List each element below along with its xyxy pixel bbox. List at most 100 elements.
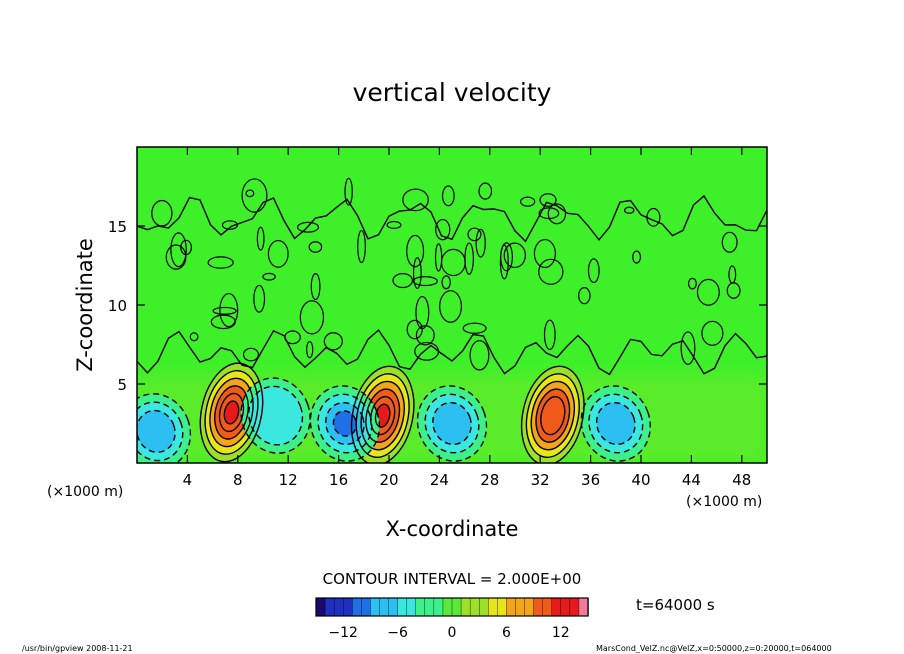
colorbar-cell	[370, 597, 381, 617]
updraft-contour	[209, 377, 254, 448]
updraft-contour	[520, 365, 585, 463]
turbulent-contour	[415, 295, 430, 330]
footer-program: /usr/bin/gpview 2008-11-21	[22, 644, 133, 653]
downdraft-contour	[588, 393, 644, 454]
updraft-contour	[204, 370, 259, 455]
colorbar-cell	[406, 597, 417, 617]
turbulent-contour	[462, 322, 487, 334]
turbulent-contour	[680, 331, 696, 366]
turbulent-contour	[253, 284, 266, 313]
turbulent-contour	[632, 250, 642, 264]
colorbar-cell	[533, 597, 544, 617]
colorbar-cell	[424, 597, 435, 617]
turbulent-contour	[439, 290, 463, 323]
contour-band-upper	[137, 194, 767, 243]
colorbar-cell	[551, 597, 562, 617]
colorbar-tick-label: 12	[552, 625, 570, 641]
x-tick-label: 36	[581, 471, 600, 489]
downdraft-contour	[332, 410, 358, 437]
updraft-fill	[540, 396, 565, 435]
updraft-contour	[365, 388, 401, 443]
downdraft-fill	[333, 410, 357, 437]
turbulent-contour	[475, 228, 486, 258]
colorbar-cell	[479, 597, 489, 617]
x-tick-label: 48	[732, 471, 751, 489]
y-axis-label: Z-coordinate	[73, 238, 97, 372]
updraft-contour	[535, 388, 571, 443]
turbulent-contour	[412, 257, 422, 289]
turbulent-contour	[256, 226, 265, 251]
turbulent-contour	[623, 206, 635, 214]
colorbar-cell	[343, 597, 353, 617]
colorbar-cell	[497, 597, 508, 617]
colorbar-cell	[515, 597, 526, 617]
updraft-contour	[360, 380, 405, 451]
updraft-fill	[224, 401, 239, 424]
colorbar-tick-label: 6	[502, 625, 511, 641]
turbulent-contour	[478, 182, 493, 200]
turbulent-contour	[412, 276, 438, 287]
turbulent-contour	[297, 221, 320, 233]
turbulent-contour	[696, 278, 720, 306]
turbulent-contour	[386, 220, 402, 229]
x-tick-label: 20	[379, 471, 398, 489]
plot-area	[137, 147, 767, 463]
turbulent-contour	[406, 234, 425, 268]
contour-interval-label: CONTOUR INTERVAL = 2.000E+00	[323, 570, 582, 588]
turbulent-contour	[262, 272, 276, 281]
turbulent-contour	[415, 325, 435, 346]
updraft-contour	[374, 403, 391, 428]
turbulent-contour	[402, 188, 429, 212]
colorbar-cell	[578, 597, 589, 617]
colorbar-tick-label: −6	[387, 625, 408, 641]
downdraft-contour	[137, 393, 192, 463]
downdraft-contour	[424, 393, 480, 454]
turbulent-contour	[467, 227, 482, 242]
x-tick-label: 28	[480, 471, 499, 489]
turbulent-contour	[170, 232, 187, 268]
turbulent-contour	[721, 231, 738, 253]
updraft-contour	[223, 400, 240, 425]
colorbar-cell	[333, 597, 344, 617]
turbulent-contour	[503, 242, 526, 269]
turbulent-contour	[245, 189, 255, 198]
turbulent-contour	[221, 220, 239, 230]
x-tick-label: 16	[329, 471, 348, 489]
downdraft-contour	[137, 401, 184, 462]
colorbar-cell	[469, 597, 480, 617]
colorbar-tick-label: 0	[448, 625, 457, 641]
downdraft-contour	[317, 393, 373, 454]
colorbar-tick-label: −12	[328, 625, 358, 641]
turbulent-contour	[299, 300, 325, 335]
updraft-contour	[199, 362, 264, 463]
y-axis: 5 10 15	[108, 218, 767, 394]
turbulent-contour	[219, 292, 239, 328]
colorbar-ticks: −12 −6 0 6 12	[328, 625, 569, 641]
updraft-fill	[375, 404, 390, 427]
downdraft-contour	[240, 377, 311, 454]
turbulent-contour	[267, 239, 289, 268]
chart-title: vertical velocity	[353, 78, 552, 107]
downdraft-fill	[432, 402, 472, 445]
turbulent-contour	[306, 340, 314, 359]
colorbar	[315, 597, 589, 617]
updraft-contour	[530, 380, 576, 451]
colorbar-cell	[361, 597, 372, 617]
turbulent-contour	[547, 203, 567, 225]
x-tick-label: 40	[631, 471, 650, 489]
turbulent-contour	[323, 332, 343, 351]
colorbar-cell	[324, 597, 335, 617]
footer-source: MarsCond_VelZ.nc@VelZ,x=0:50000,z=0:2000…	[596, 644, 832, 653]
time-label: t=64000 s	[636, 596, 715, 614]
turbulent-contour	[435, 218, 451, 241]
field-colors	[137, 363, 767, 463]
turbulent-contour	[308, 241, 323, 253]
turbulent-contour	[392, 273, 414, 289]
turbulent-contour	[539, 193, 557, 207]
turbulent-contour	[538, 207, 560, 220]
x-axis: 4 8 12 16 20 24 28 32 36 40 44 48	[183, 147, 751, 489]
downdraft-contour	[248, 385, 304, 446]
turbulent-contour	[242, 347, 259, 362]
turbulent-contour	[434, 243, 443, 272]
colorbar-cell	[560, 597, 571, 617]
